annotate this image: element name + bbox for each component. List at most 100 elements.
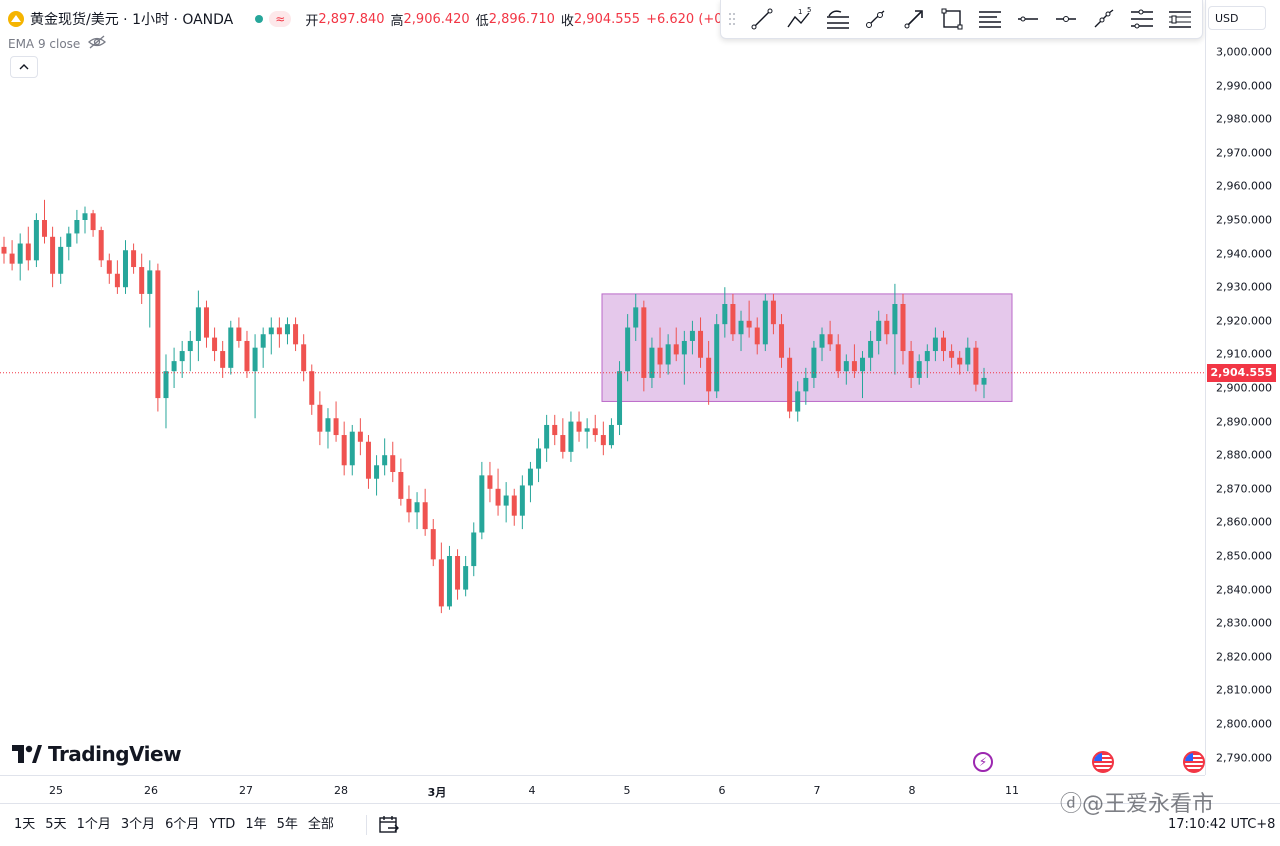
candle-15 [122,240,128,294]
candle-body [114,273,120,288]
candle-54 [438,542,444,614]
candle-13 [106,253,112,284]
price-axis[interactable]: 3,000.000 2,990.000 2,980.000 2,970.000 2,96… [1205,0,1280,775]
candle-98 [795,381,801,422]
candle-8 [66,226,72,261]
candle-body [82,213,88,220]
candle-body [730,304,736,335]
candle-body [325,418,331,432]
parallel-channel-icon[interactable] [819,0,857,38]
candle-70 [568,411,574,462]
go-to-date-icon[interactable] [378,814,400,840]
candle-body [455,556,461,590]
candle-25 [203,300,209,348]
candle-85 [689,320,695,355]
candle-32 [260,327,266,368]
toolbar-drag-handle[interactable] [721,0,743,38]
candle-27 [220,340,226,378]
candle-62 [503,482,509,523]
candle-body [608,424,614,446]
candle-body [365,441,371,479]
us-flag-event-icon[interactable] [1092,751,1114,773]
path-icon[interactable] [1085,0,1123,38]
time-tick-2: 27 [239,784,253,797]
candle-21 [171,347,177,388]
price-tick-5: 2,950.000 [1216,213,1272,227]
range-button-1[interactable]: 5天 [45,817,67,832]
price-tick-4: 2,960.000 [1216,179,1272,193]
currency-selector[interactable]: USD [1208,6,1266,30]
candle-body [803,377,809,392]
price-tick-12: 2,880.000 [1216,448,1272,462]
candle-body [552,424,558,436]
candlestick-chart [0,199,1205,614]
price-tick-17: 2,830.000 [1216,616,1272,630]
candle-body [706,357,712,392]
time-tick-10: 11 [1005,784,1019,797]
range-button-5[interactable]: YTD [209,817,236,832]
candle-4 [33,213,39,268]
trend-line-icon[interactable] [743,0,781,38]
collapse-legend-button[interactable] [10,56,38,78]
candle-body [625,327,631,372]
candle-body [90,213,96,231]
candle-39 [317,391,323,446]
time-axis[interactable]: 25 26 27 28 3月 4 5 6 7 8 11 [0,775,1205,804]
candle-body [600,435,606,446]
range-button-8[interactable]: 全部 [307,817,334,832]
brand-name: TradingView [48,742,182,766]
symbol-legend: 黄金现货/美元 · 1小时 · OANDA ≈ 开 2,897.840 高 2,90… [8,8,723,30]
ray-icon[interactable] [857,0,895,38]
candle-body [122,250,128,288]
candle-79 [641,300,647,392]
range-button-2[interactable]: 1个月 [76,817,111,832]
clock[interactable]: 17:10:42 UTC+8 [1168,817,1276,832]
candle-36 [293,317,299,352]
range-button-0[interactable]: 1天 [14,817,36,832]
candle-92 [746,300,752,338]
toolbar-divider [366,815,367,835]
candle-117 [949,344,955,368]
date-range-icon[interactable] [1161,0,1199,38]
arrow-icon[interactable] [895,0,933,38]
horizontal-line-icon[interactable] [1009,0,1047,38]
tradingview-mark-icon [12,745,42,763]
candle-108 [876,310,882,355]
candle-body [860,357,866,372]
range-button-7[interactable]: 5年 [276,817,298,832]
hide-eye-icon[interactable] [88,34,107,53]
fib-retracement-icon[interactable] [971,0,1009,38]
event-lightning-icon[interactable]: ⚡ [973,752,993,772]
symbol-title[interactable]: 黄金现货/美元 · 1小时 · OANDA [30,12,234,28]
range-button-4[interactable]: 6个月 [165,817,200,832]
candle-body [617,371,623,425]
price-tick-2: 2,980.000 [1216,112,1272,126]
candle-body [884,320,890,335]
candle-body [244,340,250,372]
candle-74 [600,421,606,456]
horizontal-ray-icon[interactable] [1047,0,1085,38]
candle-57 [463,556,469,597]
candle-body [471,532,477,567]
gold-symbol-icon [8,11,24,27]
candle-43 [349,424,355,476]
candle-52 [422,488,428,536]
candle-99 [803,367,809,405]
rectangle-icon[interactable] [933,0,971,38]
tradingview-logo[interactable]: TradingView [12,742,182,766]
chart-plot-area[interactable] [0,0,1205,775]
candle-5 [41,199,47,244]
candle-105 [851,344,857,378]
candle-body [924,351,930,362]
candle-12 [98,226,104,268]
indicator-label[interactable]: EMA 9 close [8,36,81,51]
range-button-3[interactable]: 3个月 [120,817,156,832]
candle-29 [236,317,242,348]
price-range-icon[interactable] [1123,0,1161,38]
us-flag-event-icon-2[interactable] [1183,751,1205,773]
delayed-data-icon[interactable]: ≈ [269,11,292,27]
candle-body [689,330,695,341]
range-button-6[interactable]: 1年 [245,817,267,832]
candle-body [738,320,744,335]
